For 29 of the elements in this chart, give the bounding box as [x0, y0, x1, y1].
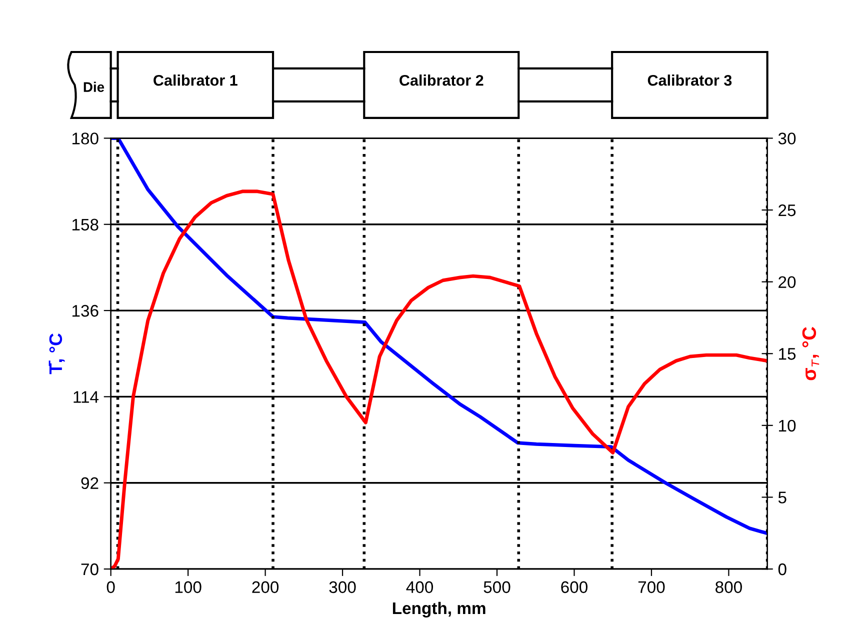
y2-tick-label: 25 [778, 204, 796, 216]
x-tick-label: 300 [329, 581, 356, 594]
x-tick-label: 600 [561, 581, 588, 594]
y-tick-label: 114 [74, 391, 99, 403]
x-tick-label: 800 [716, 581, 742, 594]
y2-tick-label: 10 [779, 420, 796, 432]
y-tick-label: 180 [72, 132, 98, 144]
x-axis-title: Length, mm [392, 602, 486, 618]
text: Calibrator 1 [154, 74, 238, 86]
x-tick-label: 100 [175, 581, 202, 594]
y2-tick-label: 5 [778, 492, 786, 504]
text: Calibrator 3 [648, 74, 732, 86]
y-tick-label: 92 [81, 477, 98, 490]
y-tick-label: 136 [72, 304, 98, 317]
y-axis-title: T̄, °C [48, 333, 65, 374]
y-tick-label: 70 [81, 563, 98, 576]
x-tick-label: 400 [406, 581, 434, 594]
y2-tick-label: 20 [778, 276, 796, 288]
y2-axis-title: σ$_{т}$, °C [802, 326, 820, 380]
x-tick-label: 500 [484, 581, 510, 594]
x-tick-label: 0 [106, 581, 115, 594]
text: Calibrator 2 [400, 74, 484, 86]
y-tick-label: 158 [72, 218, 98, 231]
y2-tick-label: 30 [778, 132, 796, 144]
y2-tick-label: 0 [778, 563, 786, 576]
x-tick-label: 700 [638, 581, 665, 594]
x-tick-label: 200 [252, 581, 279, 594]
text: Die [84, 82, 104, 92]
y2-tick-label: 15 [779, 348, 796, 360]
